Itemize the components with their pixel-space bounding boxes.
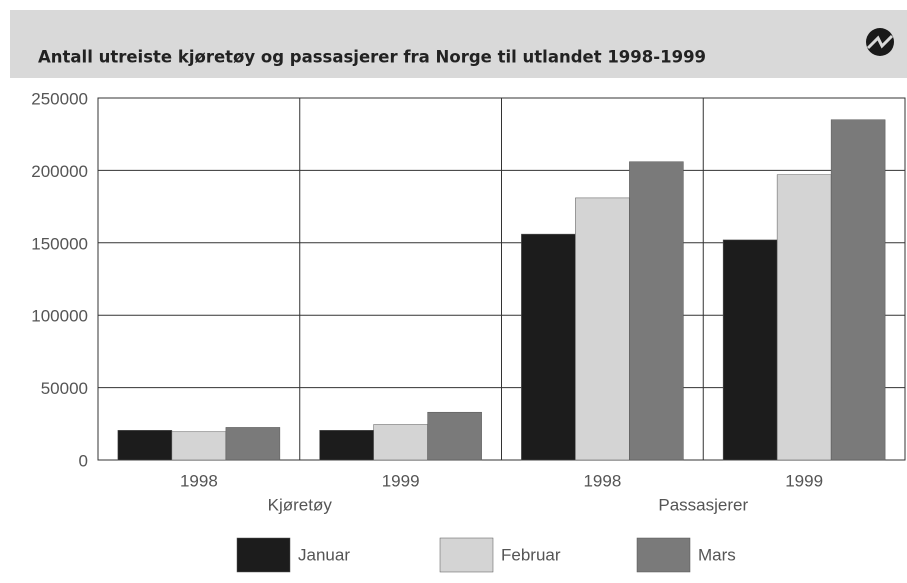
y-tick-label: 200000 <box>31 162 88 181</box>
legend-label: Februar <box>501 545 561 564</box>
x-tick-label: 1999 <box>382 471 420 490</box>
bar <box>776 174 832 461</box>
legend-label: Mars <box>698 545 736 564</box>
y-tick-label: 50000 <box>41 379 88 398</box>
y-tick-label: 100000 <box>31 307 88 326</box>
legend-swatch <box>636 537 691 573</box>
legend-label: Januar <box>298 545 350 564</box>
y-tick-label: 150000 <box>31 234 88 253</box>
bar <box>521 233 576 461</box>
bar <box>427 411 482 461</box>
logo <box>866 28 894 56</box>
bar <box>117 430 173 461</box>
group-label: Passasjerer <box>658 495 748 514</box>
bar <box>373 424 428 461</box>
y-tick-label: 0 <box>79 451 88 470</box>
title-band <box>10 10 907 78</box>
bar <box>830 119 886 461</box>
group-label: Kjøretøy <box>268 495 333 514</box>
bar <box>629 161 684 461</box>
legend-swatch <box>236 537 291 573</box>
bar <box>171 431 227 461</box>
x-tick-label: 1999 <box>785 471 823 490</box>
chart-title: Antall utreiste kjøretøy og passasjerer … <box>38 48 706 67</box>
bar <box>225 427 281 461</box>
legend-swatch <box>439 537 494 573</box>
bar <box>319 430 374 461</box>
bar <box>575 197 630 461</box>
x-tick-label: 1998 <box>583 471 621 490</box>
bar <box>722 239 778 461</box>
x-tick-label: 1998 <box>180 471 218 490</box>
y-tick-label: 250000 <box>31 89 88 108</box>
